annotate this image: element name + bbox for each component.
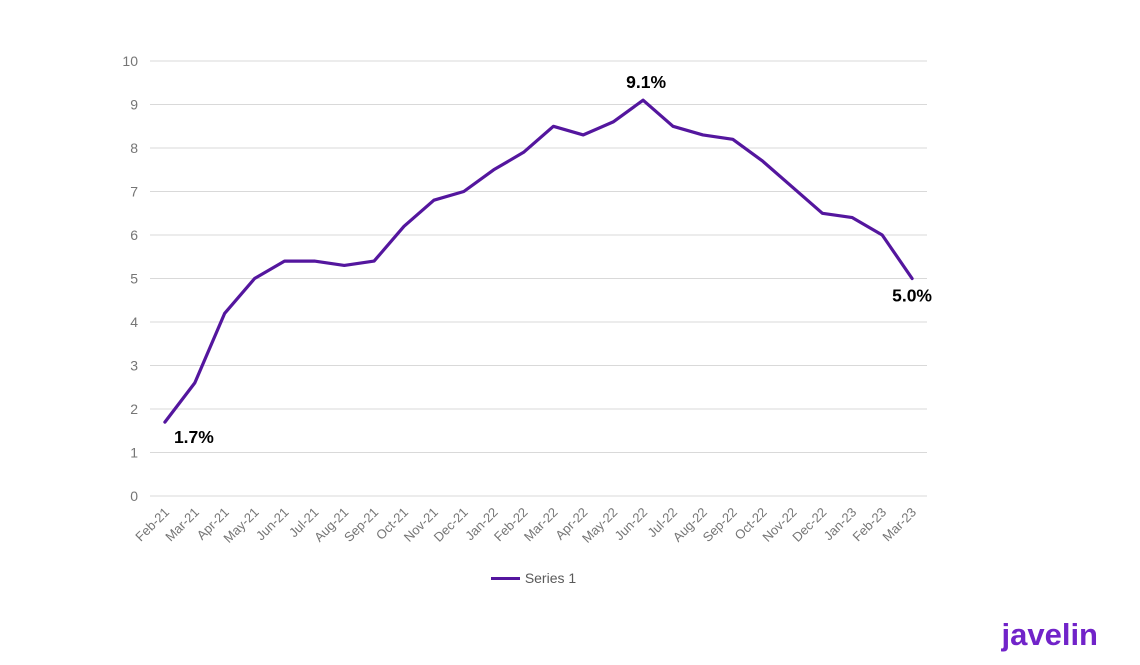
x-axis-tick-label: Dec-22 xyxy=(789,505,829,545)
x-axis-tick-label: Mar-22 xyxy=(521,505,561,545)
chart-legend: Series 1 xyxy=(145,570,922,586)
y-axis-tick-label: 6 xyxy=(130,227,138,243)
data-label: 1.7% xyxy=(174,427,214,447)
y-axis-tick-label: 9 xyxy=(130,97,138,113)
javelin-logo: javelin xyxy=(1001,617,1099,652)
y-axis-tick-label: 0 xyxy=(130,488,138,504)
y-axis-tick-label: 5 xyxy=(130,271,138,287)
legend-line-swatch xyxy=(490,576,520,580)
legend-series-label: Series 1 xyxy=(524,570,577,586)
series-line xyxy=(163,98,914,424)
line-chart: 012345678910Feb-21Mar-21Apr-21May-21Jun-… xyxy=(122,53,932,546)
y-axis-tick-label: 1 xyxy=(130,445,138,461)
x-axis-tick-label: Jun-21 xyxy=(253,505,292,544)
data-label: 9.1% xyxy=(626,72,666,92)
x-axis-tick-label: Mar-21 xyxy=(162,505,202,545)
x-axis-tick-label: Dec-21 xyxy=(431,505,471,545)
x-axis-tick-label: Sep-21 xyxy=(341,505,381,545)
y-axis-tick-label: 7 xyxy=(130,184,138,200)
x-axis-tick-label: Jun-22 xyxy=(612,505,651,544)
data-label: 5.0% xyxy=(892,286,932,306)
y-axis-tick-label: 10 xyxy=(122,53,138,69)
y-axis-tick-label: 8 xyxy=(130,140,138,156)
y-axis-tick-label: 3 xyxy=(130,358,138,374)
y-axis-tick-label: 4 xyxy=(130,314,138,330)
y-axis-tick-label: 2 xyxy=(130,401,138,417)
x-axis-tick-label: Sep-22 xyxy=(700,505,740,545)
x-axis-tick-label: Mar-23 xyxy=(879,505,919,545)
